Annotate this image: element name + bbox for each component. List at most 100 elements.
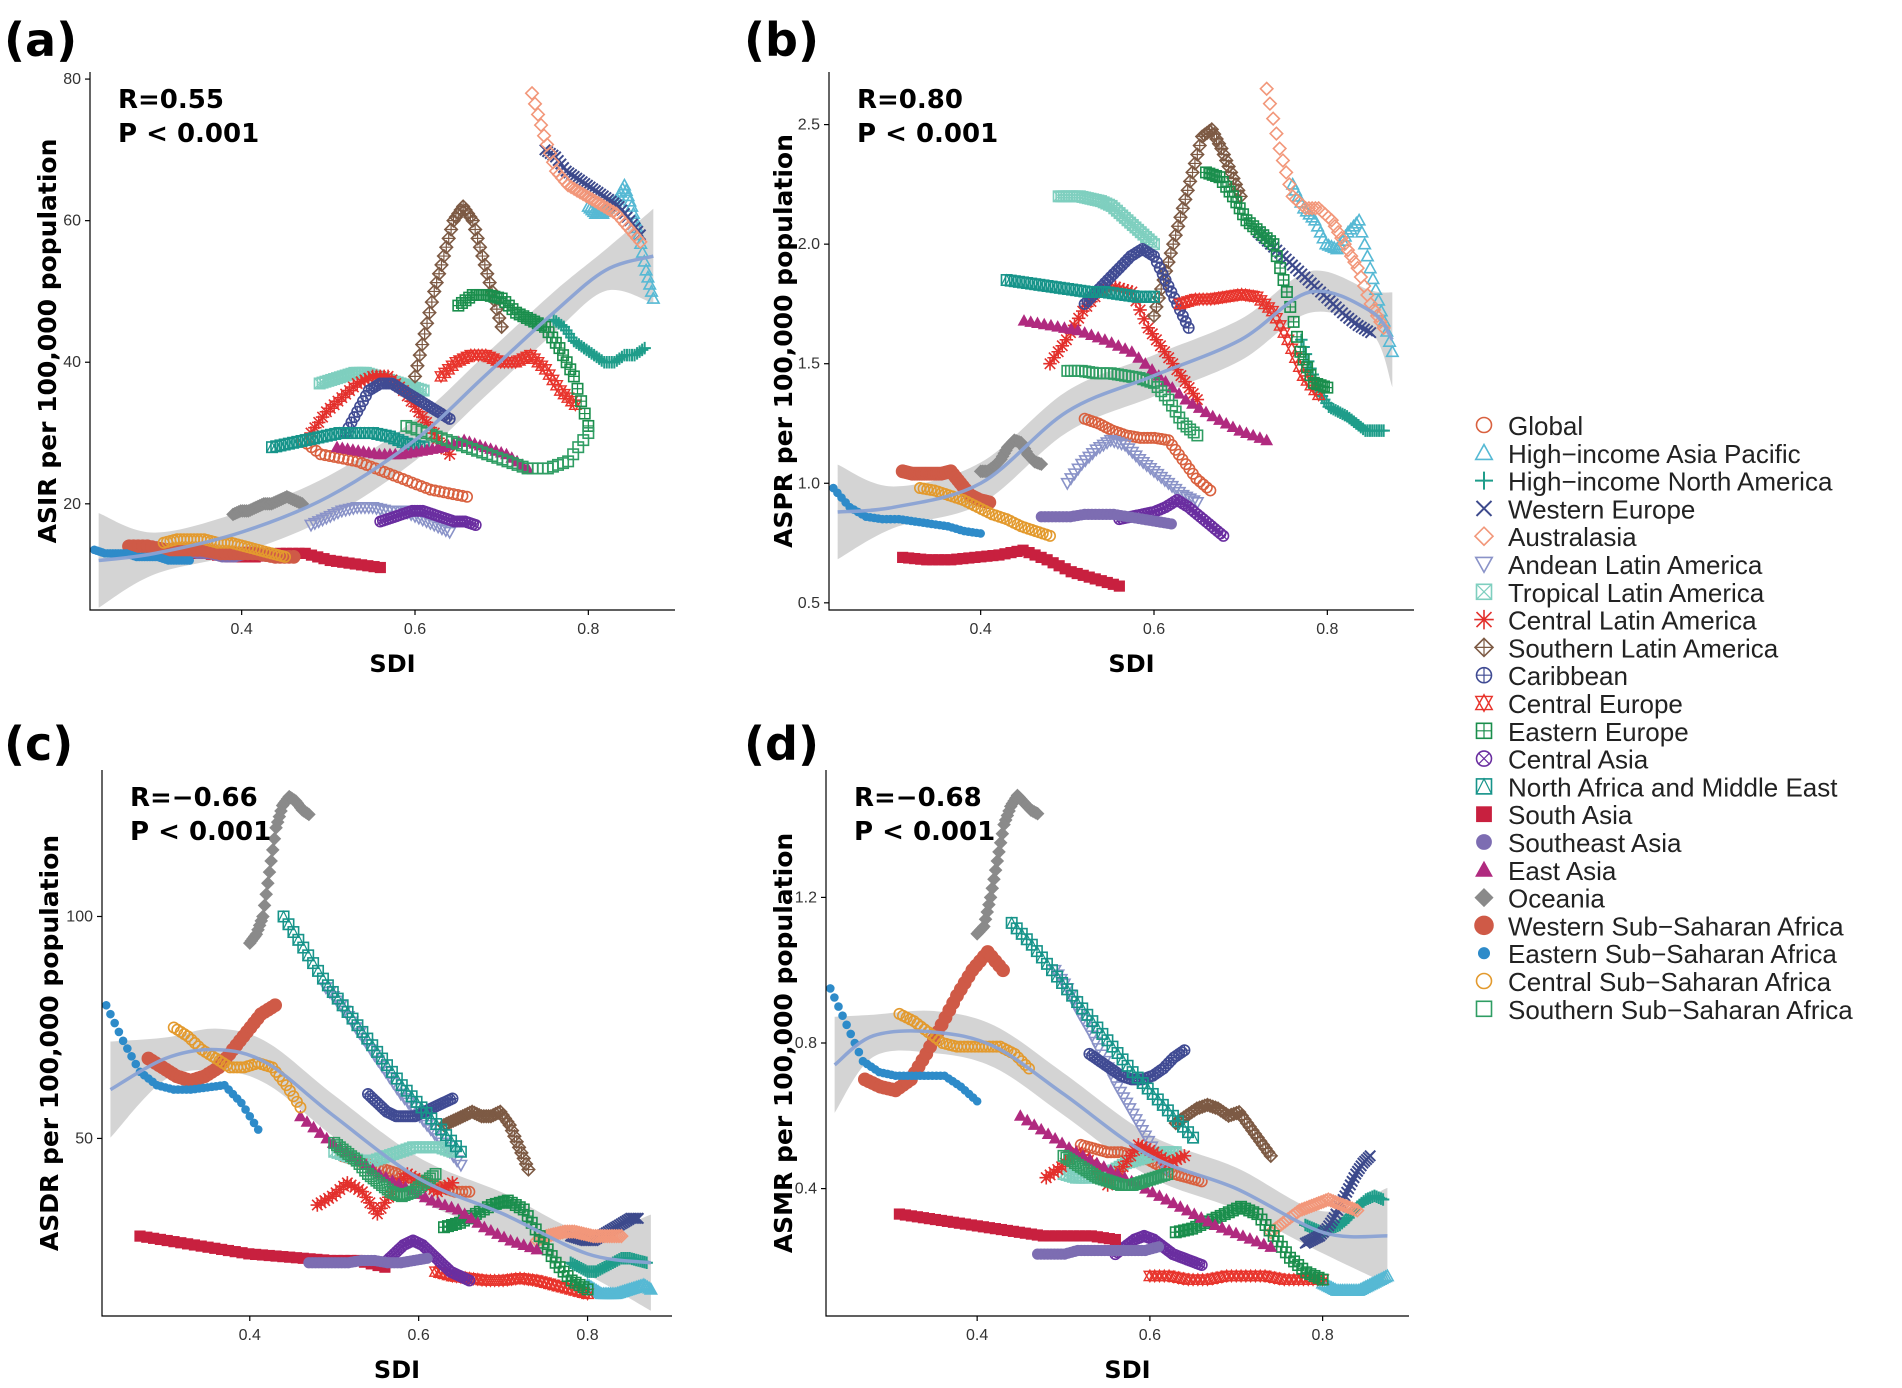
legend-item-australasia: Australasia (1473, 522, 1637, 552)
legend-marker (1475, 750, 1493, 767)
data-point (1200, 481, 1213, 494)
panel-label: (c) (4, 717, 73, 771)
legend-item-andean-latin-america: Andean Latin America (1474, 550, 1763, 580)
r-value: R=−0.68 (854, 783, 982, 813)
data-point (826, 984, 835, 993)
data-point (1044, 529, 1057, 542)
data-point (494, 319, 510, 335)
data-point (560, 177, 576, 193)
data-point (365, 501, 380, 515)
data-point (278, 550, 291, 563)
data-point (412, 347, 428, 363)
y-tick-label: 50 (75, 1130, 93, 1147)
data-point (422, 305, 437, 321)
legend-label: Southern Sub−Saharan Africa (1508, 995, 1853, 1025)
data-point (315, 410, 330, 424)
data-point (428, 484, 441, 497)
confidence-band (98, 208, 654, 608)
data-point (415, 410, 430, 424)
data-point (1318, 236, 1333, 250)
data-point (257, 898, 272, 913)
legend-item-southern-latin-america: Southern Latin America (1473, 633, 1779, 663)
x-tick-label: 0.6 (1143, 621, 1165, 638)
y-tick-label: 2.5 (798, 117, 820, 134)
legend-label: Oceania (1508, 884, 1605, 914)
data-point (1110, 265, 1123, 278)
data-point (1377, 424, 1390, 437)
y-axis-label: ASPR per 100,000 population (769, 134, 798, 548)
data-point (584, 192, 600, 207)
data-point (1274, 262, 1287, 275)
data-point (1382, 334, 1397, 347)
data-point (646, 291, 661, 304)
data-point (575, 186, 591, 202)
legend-marker (1474, 888, 1494, 908)
legend-label: Tropical Latin America (1508, 578, 1765, 608)
data-point (1101, 274, 1114, 287)
series-australasia (524, 85, 648, 250)
data-point (560, 356, 573, 369)
panels-group: (a) 0.4 0.6 0.8 20 40 60 80 SDI ASIR per 100,000 … (4, 13, 1414, 1384)
data-point (578, 407, 591, 420)
x-tick-label: 0.4 (231, 621, 253, 638)
data-point (101, 1000, 111, 1010)
r-value: R=0.55 (118, 85, 224, 115)
data-point (1150, 256, 1163, 269)
data-point (1304, 209, 1320, 223)
data-point (638, 341, 651, 355)
data-point (530, 107, 546, 122)
data-point (599, 200, 615, 216)
data-point (830, 993, 839, 1002)
data-point (253, 1125, 263, 1134)
y-tick-label: 1.0 (798, 475, 820, 492)
y-tick-label: 60 (63, 213, 81, 230)
data-point (262, 865, 277, 879)
data-point (593, 197, 609, 213)
legend-item-caribbean: Caribbean (1475, 661, 1628, 691)
legend-label: East Asia (1508, 856, 1617, 886)
p-value: P < 0.001 (118, 119, 259, 149)
data-point (106, 1009, 115, 1019)
series-southeast-asia (1032, 1241, 1165, 1260)
data-point (354, 374, 368, 389)
legend-label: Eastern Sub−Saharan Africa (1508, 939, 1837, 969)
panel-label: (b) (744, 13, 819, 67)
data-point (620, 188, 636, 202)
legend-marker (1475, 471, 1493, 490)
data-point (1263, 1148, 1279, 1164)
data-point (1182, 321, 1195, 334)
data-point (377, 504, 392, 518)
data-point (1179, 315, 1192, 328)
data-point (417, 326, 433, 342)
data-point (1113, 580, 1125, 592)
legend-label: South Asia (1508, 800, 1633, 830)
data-point (569, 183, 585, 198)
data-point (408, 399, 422, 414)
data-point (566, 181, 582, 197)
data-point (424, 294, 440, 310)
panel-label: (d) (744, 717, 819, 771)
data-point (1061, 364, 1074, 377)
trend-line (98, 254, 654, 563)
data-point (1152, 1241, 1165, 1253)
data-point (374, 561, 386, 574)
data-point (442, 487, 455, 500)
legend-marker (1474, 556, 1494, 574)
legend-item-east-asia: East Asia (1475, 856, 1617, 886)
data-point (1153, 262, 1166, 275)
x-tick-label: 0.4 (970, 621, 992, 638)
legend-marker (1477, 947, 1491, 960)
data-point (1218, 153, 1234, 168)
data-point (617, 177, 632, 191)
panel-1: (b) 0.4 0.6 0.8 0.5 1.0 1.5 2.0 2.5 SDI ASPR per 1… (744, 13, 1414, 678)
data-point (433, 485, 446, 498)
data-point (1177, 1149, 1192, 1163)
legend-item-central-europe: Central Europe (1474, 689, 1683, 719)
legend-marker (1475, 583, 1493, 601)
y-axis-label: ASMR per 100,000 population (769, 833, 798, 1253)
data-point (1343, 221, 1358, 235)
data-point (1371, 292, 1386, 306)
data-point (407, 369, 423, 384)
data-point (1269, 126, 1284, 141)
data-point (427, 426, 442, 440)
